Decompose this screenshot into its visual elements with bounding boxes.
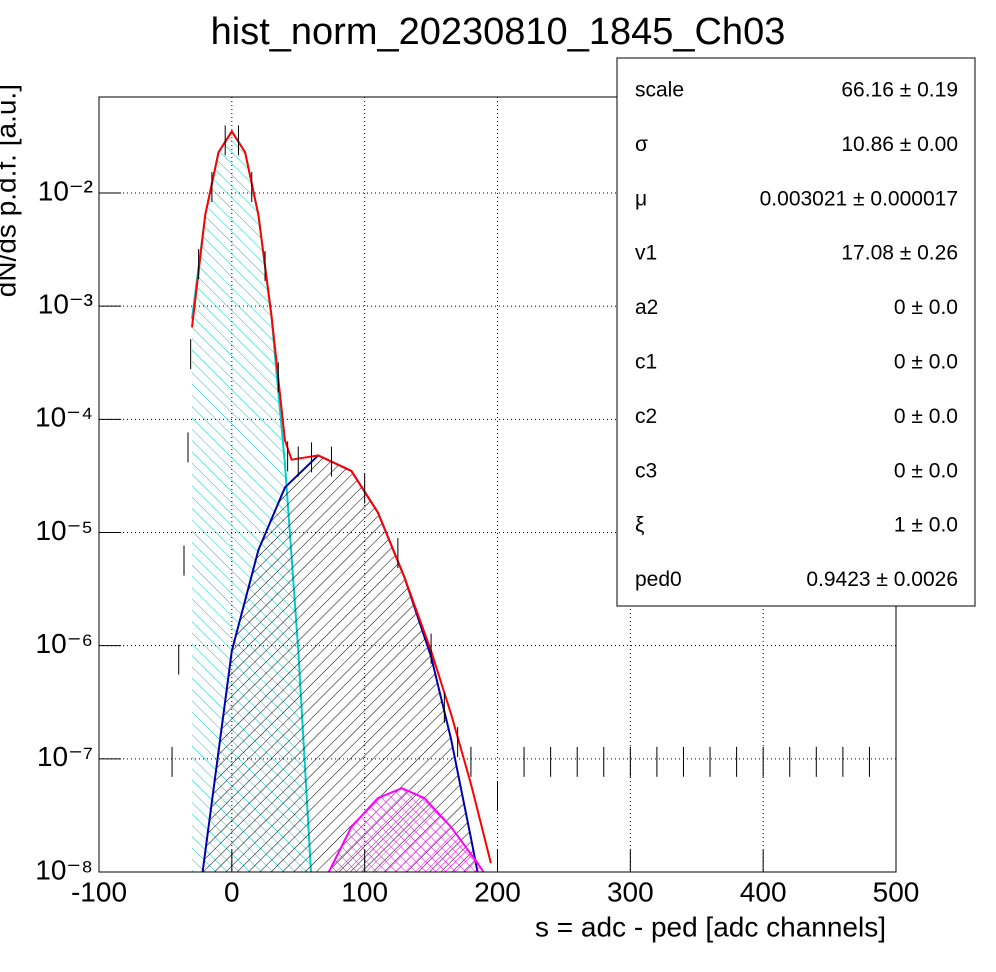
stat-name: v1 [635,242,657,265]
stat-value: 0.9423 ± 0.0026 [806,568,958,591]
y-tick-label: 10⁻⁶ [36,628,93,659]
stat-value: 0 ± 0.0 [894,459,958,482]
y-axis-label: dN/ds p.d.f. [a.u.] [0,84,21,297]
y-tick-label: 10⁻⁴ [35,402,93,433]
x-tick-label: 300 [607,876,654,907]
x-tick-label: 100 [341,876,388,907]
fit-curve [327,787,485,872]
y-tick-label: 10⁻⁷ [37,741,93,772]
stat-name: scale [635,79,684,102]
y-tick-label: 10⁻⁸ [35,854,93,885]
stat-name: ξ [635,514,644,537]
stat-value: 0.003021 ± 0.000017 [760,187,958,210]
x-tick-label: -100 [71,876,127,907]
fit-curve [190,129,492,864]
x-tick-label: 0 [224,876,240,907]
x-tick-label: 400 [740,876,787,907]
stat-name: μ [635,187,647,210]
hatched-area [328,788,491,872]
stat-value: 0 ± 0.0 [894,296,958,319]
stat-value: 0 ± 0.0 [894,405,958,428]
y-tick-label: 10⁻³ [38,289,93,320]
stat-name: a2 [635,296,658,319]
stats-frame [616,57,976,607]
x-tick-label: 500 [873,876,920,907]
stat-name: c2 [635,405,657,428]
stat-value: 66.16 ± 0.19 [841,79,958,102]
stat-name: ped0 [635,568,682,591]
x-tick-label: 200 [474,876,521,907]
hatched-area [202,455,478,872]
plot-area [171,125,896,872]
stat-name: c1 [635,351,657,374]
stats-box: scale 66.16 ± 0.19 σ 10.86 ± 0.00 μ 0.003021 … [616,57,976,607]
y-tick-label: 10⁻⁵ [35,515,93,546]
stat-value: 1 ± 0.0 [894,514,958,537]
chart-title: hist_norm_20230810_1845_Ch03 [211,11,786,53]
stat-name: c3 [635,459,657,482]
axes: -100 0 100 200 300 400 500 10⁻⁸ 10⁻⁷ 10⁻⁶ 10⁻⁵ 10⁻⁴… [35,175,919,907]
y-tick-label: 10⁻² [38,175,93,206]
stat-value: 10.86 ± 0.00 [841,133,958,156]
stat-value: 17.08 ± 0.26 [841,242,958,265]
stat-name: σ [635,133,648,156]
x-axis-label: s = adc - ped [adc channels] [535,911,886,942]
stat-value: 0 ± 0.0 [894,351,958,374]
